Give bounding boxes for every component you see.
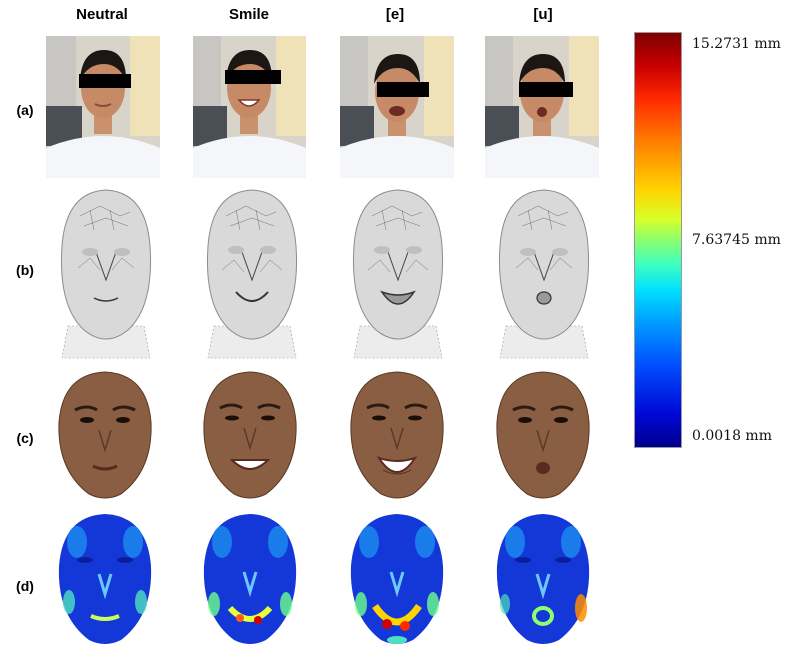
heatmap-face-u: [493, 512, 593, 648]
colorbar-min-label: 0.0018 mm: [692, 428, 772, 444]
photo-e: [340, 36, 454, 178]
photo-u: [485, 36, 599, 178]
heatmap-face-smile: [200, 512, 300, 648]
textured-face-neutral: [55, 370, 155, 500]
mesh-smile: [196, 186, 308, 362]
row-label-d: (d): [16, 578, 34, 594]
heatmap-face-neutral: [55, 512, 155, 648]
column-header-u: [u]: [533, 6, 553, 23]
row-label-b: (b): [16, 262, 34, 278]
heatmap-face-e: [347, 512, 447, 648]
photo-smile: [193, 36, 306, 178]
textured-face-e: [347, 370, 447, 500]
mesh-u: [488, 186, 600, 362]
photo-neutral: [46, 36, 160, 178]
row-label-a: (a): [16, 102, 34, 118]
column-header-smile: Smile: [228, 6, 270, 23]
mesh-neutral: [50, 186, 162, 362]
row-label-c: (c): [16, 430, 34, 446]
textured-face-smile: [200, 370, 300, 500]
column-header-neutral: Neutral: [76, 6, 128, 23]
textured-face-u: [493, 370, 593, 500]
colorbar-gradient: [634, 32, 682, 448]
colorbar-mid-label: 7.63745 mm: [692, 232, 781, 248]
column-header-e: [e]: [385, 6, 405, 23]
mesh-e: [342, 186, 454, 362]
colorbar-max-label: 15.2731 mm: [692, 36, 781, 52]
